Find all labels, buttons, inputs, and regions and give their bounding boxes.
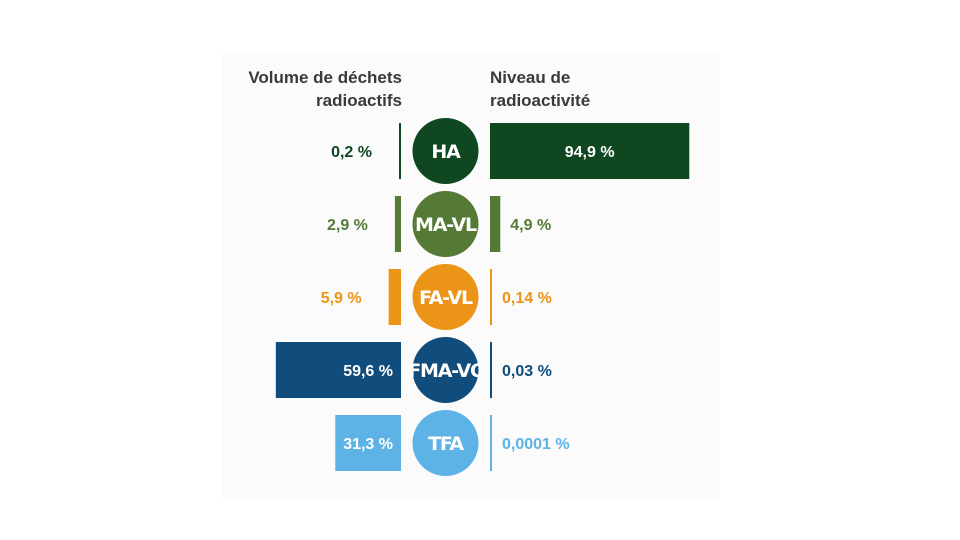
radioactivity-bar-fma-vc <box>490 342 492 398</box>
volume-bar-fa-vl <box>388 269 401 325</box>
category-label-fma-vc: FMA-VC <box>408 360 483 382</box>
volume-header-line-1: Volume de déchets <box>248 68 402 87</box>
radioactivity-value-label-ma-vl: 4,9 % <box>510 217 551 234</box>
radioactivity-bar-fa-vl <box>490 269 492 325</box>
volume-bar-ma-vl <box>394 196 401 252</box>
radioactivity-bar-ma-vl <box>490 196 501 252</box>
category-circle-fma-vc <box>412 337 479 403</box>
volume-bar-tfa <box>335 415 401 471</box>
radioactivity-bar-ha <box>490 123 690 179</box>
radioactivity-value-label-fma-vc: 0,03 % <box>502 363 552 380</box>
category-circle-ha <box>412 118 479 184</box>
radioactivity-header-line-2: radioactivité <box>490 91 591 110</box>
volume-header: Volume de déchets radioactifs <box>248 66 402 112</box>
volume-header-line-2: radioactifs <box>316 91 402 110</box>
radioactivity-value-label-ha: 94,9 % <box>565 144 615 161</box>
radioactivity-value-label-tfa: 0,0001 % <box>502 436 570 453</box>
volume-value-label-tfa: 31,3 % <box>343 436 393 453</box>
radioactivity-bar-tfa <box>490 415 492 471</box>
category-label-fa-vl: FA-VL <box>419 287 473 309</box>
radioactivity-header: Niveau de radioactivité <box>490 66 590 112</box>
volume-value-label-ma-vl: 2,9 % <box>327 217 368 234</box>
radioactivity-header-line-1: Niveau de <box>490 68 571 87</box>
volume-value-label-ha: 0,2 % <box>331 144 372 161</box>
volume-value-label-fma-vc: 59,6 % <box>343 363 393 380</box>
category-label-tfa: TFA <box>428 433 464 455</box>
radioactivity-value-label-fa-vl: 0,14 % <box>502 290 552 307</box>
volume-bar-ha <box>399 123 401 179</box>
category-circle-tfa <box>412 410 479 476</box>
category-circle-fa-vl <box>412 264 479 330</box>
category-label-ma-vl: MA-VL <box>415 214 477 236</box>
category-label-ha: HA <box>431 141 461 163</box>
category-circle-ma-vl <box>412 191 479 257</box>
volume-bar-fma-vc <box>275 342 401 398</box>
volume-value-label-fa-vl: 5,9 % <box>321 290 362 307</box>
